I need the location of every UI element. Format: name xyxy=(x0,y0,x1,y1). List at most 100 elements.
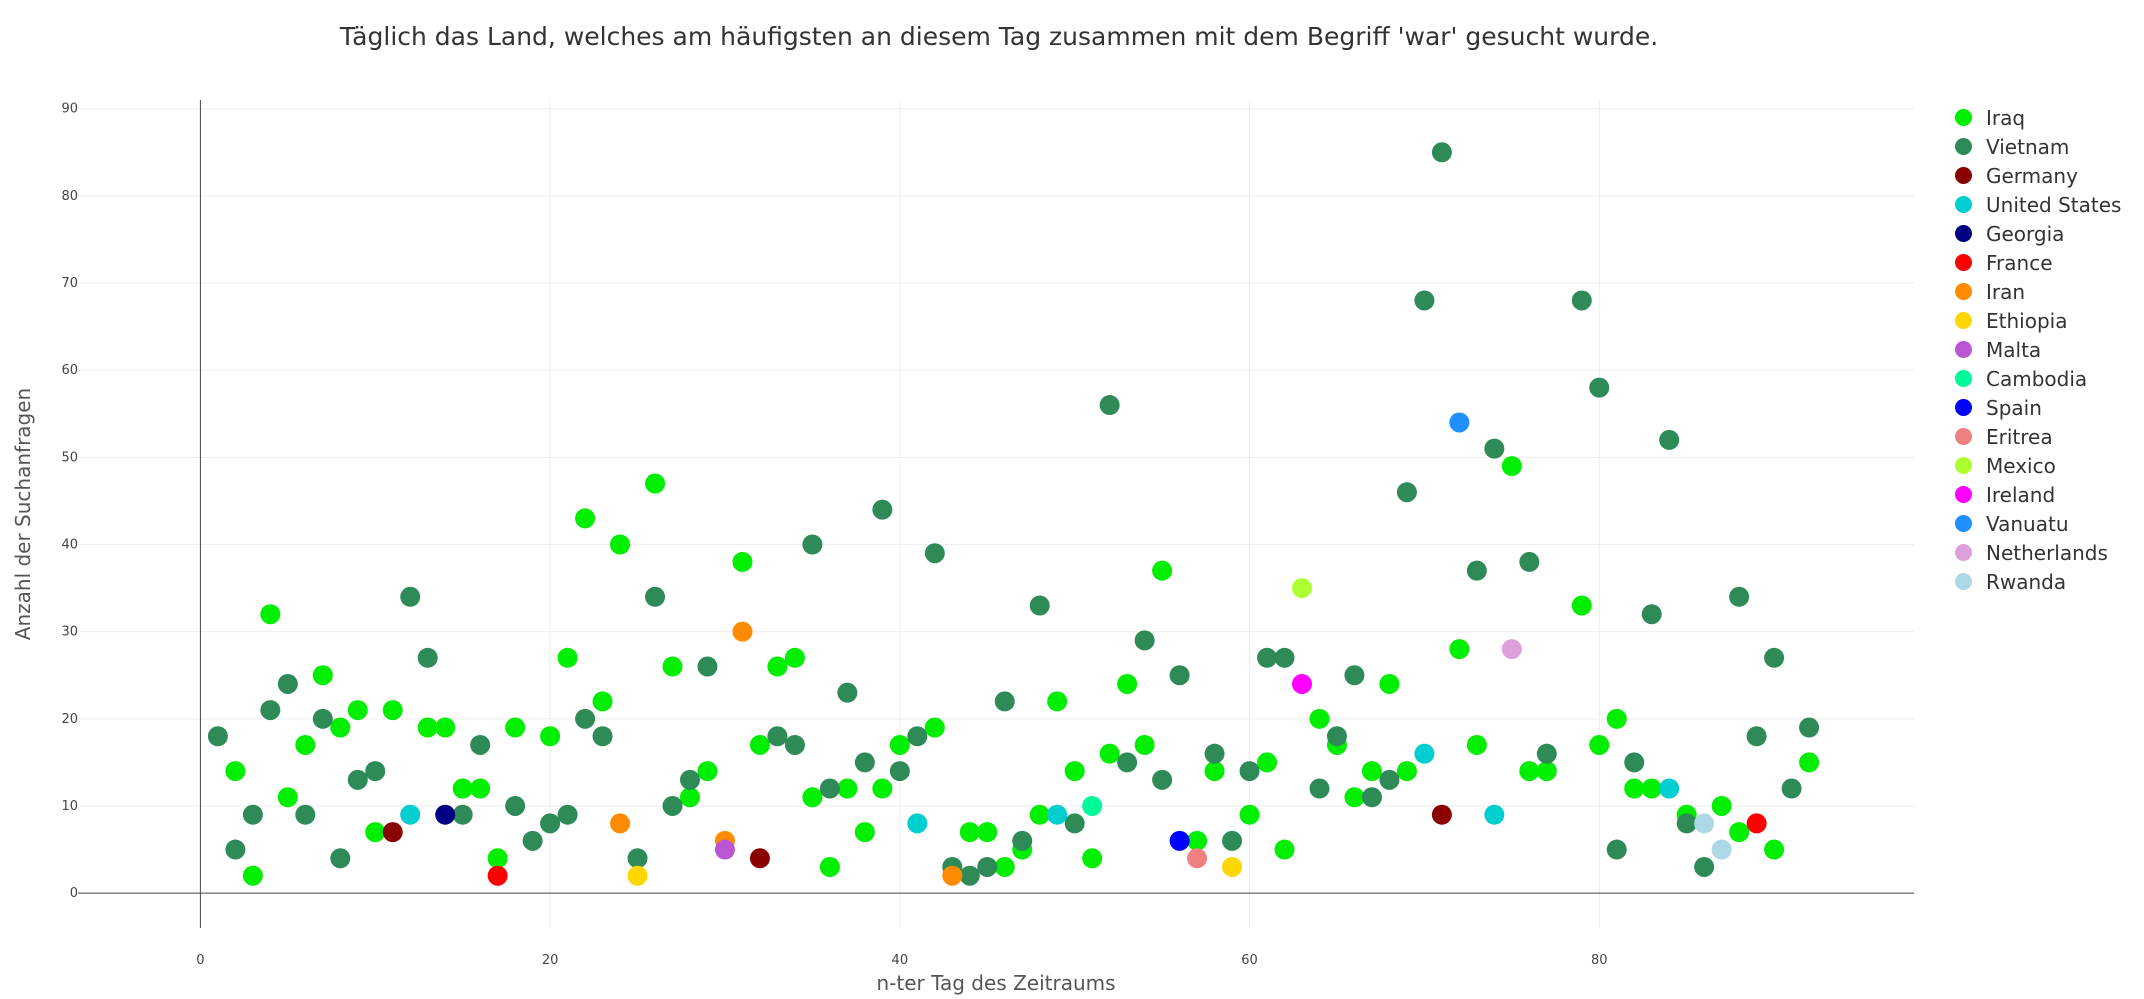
point-vietnam[interactable] xyxy=(1204,743,1225,764)
point-iraq[interactable] xyxy=(1029,804,1050,825)
point-iraq[interactable] xyxy=(487,848,508,869)
point-iran[interactable] xyxy=(942,865,963,886)
point-united-states[interactable] xyxy=(1659,778,1680,799)
point-iraq[interactable] xyxy=(1589,734,1610,755)
point-vietnam[interactable] xyxy=(260,700,281,721)
point-iraq[interactable] xyxy=(1274,839,1295,860)
point-vietnam[interactable] xyxy=(1536,743,1557,764)
point-iraq[interactable] xyxy=(1764,839,1785,860)
point-iraq[interactable] xyxy=(470,778,491,799)
point-vietnam[interactable] xyxy=(522,830,543,851)
point-vietnam[interactable] xyxy=(557,804,578,825)
point-vietnam[interactable] xyxy=(1676,813,1697,834)
point-vietnam[interactable] xyxy=(417,647,438,668)
point-iraq[interactable] xyxy=(1117,673,1138,694)
point-iraq[interactable] xyxy=(260,604,281,625)
point-iraq[interactable] xyxy=(452,778,473,799)
point-spain[interactable] xyxy=(1169,830,1190,851)
point-iraq[interactable] xyxy=(592,691,613,712)
point-vietnam[interactable] xyxy=(1012,830,1033,851)
point-iraq[interactable] xyxy=(1309,708,1330,729)
legend-item-cambodia[interactable]: Cambodia xyxy=(1955,364,2121,393)
point-iraq[interactable] xyxy=(1606,708,1627,729)
point-cambodia[interactable] xyxy=(1082,795,1103,816)
point-vietnam[interactable] xyxy=(540,813,561,834)
point-ireland[interactable] xyxy=(1292,673,1312,694)
point-iraq[interactable] xyxy=(697,761,718,782)
legend-item-spain[interactable]: Spain xyxy=(1955,393,2121,422)
point-vietnam[interactable] xyxy=(470,734,491,755)
point-vietnam[interactable] xyxy=(1799,717,1820,738)
point-iraq[interactable] xyxy=(1204,761,1225,782)
point-iraq[interactable] xyxy=(1047,691,1068,712)
point-vietnam[interactable] xyxy=(1519,551,1540,572)
point-iraq[interactable] xyxy=(959,822,980,843)
point-iraq[interactable] xyxy=(872,778,893,799)
point-vietnam[interactable] xyxy=(819,778,840,799)
point-vietnam[interactable] xyxy=(330,848,351,869)
point-mexico[interactable] xyxy=(1292,578,1312,599)
point-iraq[interactable] xyxy=(819,856,840,877)
point-vietnam[interactable] xyxy=(977,856,998,877)
point-vietnam[interactable] xyxy=(1606,839,1627,860)
point-vietnam[interactable] xyxy=(680,769,700,790)
point-iraq[interactable] xyxy=(242,865,263,886)
legend-item-rwanda[interactable]: Rwanda xyxy=(1955,567,2121,596)
legend-item-netherlands[interactable]: Netherlands xyxy=(1955,538,2121,567)
point-vietnam[interactable] xyxy=(1029,595,1050,616)
point-vietnam[interactable] xyxy=(225,839,246,860)
point-iraq[interactable] xyxy=(889,734,910,755)
point-vietnam[interactable] xyxy=(1659,429,1680,450)
point-ethiopia[interactable] xyxy=(627,865,648,886)
point-iraq[interactable] xyxy=(1624,778,1645,799)
point-iran[interactable] xyxy=(732,621,753,642)
point-vietnam[interactable] xyxy=(592,726,613,747)
point-iraq[interactable] xyxy=(837,778,858,799)
point-vietnam[interactable] xyxy=(575,708,596,729)
point-vietnam[interactable] xyxy=(1326,726,1347,747)
point-rwanda[interactable] xyxy=(1694,813,1715,834)
point-iraq[interactable] xyxy=(295,734,316,755)
point-vietnam[interactable] xyxy=(365,761,386,782)
point-iraq[interactable] xyxy=(732,551,753,572)
legend-item-georgia[interactable]: Georgia xyxy=(1955,219,2121,248)
point-iraq[interactable] xyxy=(680,787,700,808)
point-vietnam[interactable] xyxy=(1099,395,1120,416)
point-iraq[interactable] xyxy=(540,726,561,747)
point-vietnam[interactable] xyxy=(1484,438,1505,459)
point-vietnam[interactable] xyxy=(1729,586,1750,607)
point-iraq[interactable] xyxy=(330,717,351,738)
point-eritrea[interactable] xyxy=(1187,848,1208,869)
point-vietnam[interactable] xyxy=(1571,290,1592,311)
point-vietnam[interactable] xyxy=(1274,647,1295,668)
point-iraq[interactable] xyxy=(1501,456,1522,477)
point-vietnam[interactable] xyxy=(872,499,893,520)
point-iraq[interactable] xyxy=(1641,778,1662,799)
legend-item-united-states[interactable]: United States xyxy=(1955,190,2121,219)
point-germany[interactable] xyxy=(1431,804,1452,825)
point-iraq[interactable] xyxy=(1099,743,1120,764)
point-vietnam[interactable] xyxy=(959,865,980,886)
point-vietnam[interactable] xyxy=(627,848,648,869)
point-iraq[interactable] xyxy=(1729,822,1750,843)
point-iraq[interactable] xyxy=(994,856,1015,877)
point-iran[interactable] xyxy=(610,813,631,834)
point-iraq[interactable] xyxy=(784,647,805,668)
point-united-states[interactable] xyxy=(1484,804,1505,825)
point-vietnam[interactable] xyxy=(242,804,263,825)
point-vietnam[interactable] xyxy=(767,726,788,747)
point-united-states[interactable] xyxy=(1047,804,1068,825)
point-iraq[interactable] xyxy=(1571,595,1592,616)
legend-item-ethiopia[interactable]: Ethiopia xyxy=(1955,306,2121,335)
point-iraq[interactable] xyxy=(1379,673,1400,694)
point-united-states[interactable] xyxy=(907,813,928,834)
point-germany[interactable] xyxy=(749,848,770,869)
point-vanuatu[interactable] xyxy=(1449,412,1470,433)
point-vietnam[interactable] xyxy=(1169,665,1190,686)
point-germany[interactable] xyxy=(382,822,403,843)
point-iraq[interactable] xyxy=(1711,795,1732,816)
point-iraq[interactable] xyxy=(312,665,333,686)
point-malta[interactable] xyxy=(714,839,735,860)
point-georgia[interactable] xyxy=(435,804,456,825)
point-vietnam[interactable] xyxy=(1589,377,1610,398)
